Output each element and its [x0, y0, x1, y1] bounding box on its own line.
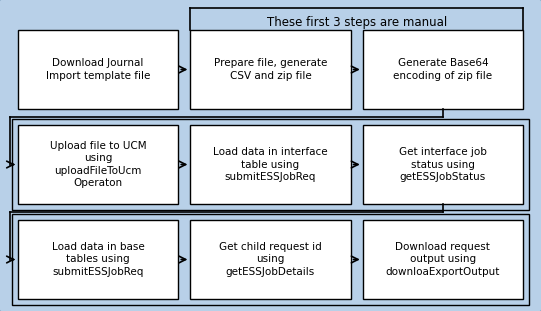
Bar [190, 220, 351, 299]
Text: Generate Base64
encoding of zip file: Generate Base64 encoding of zip file [393, 58, 492, 81]
Text: Download request
output using
downloaExportOutput: Download request output using downloaExp… [386, 242, 500, 277]
Bar [362, 125, 523, 204]
Text: Get interface job
status using
getESSJobStatus: Get interface job status using getESSJob… [399, 147, 487, 182]
Text: Load data in base
tables using
submitESSJobReq: Load data in base tables using submitESS… [52, 242, 144, 277]
Text: Get child request id
using
getESSJobDetails: Get child request id using getESSJobDeta… [219, 242, 322, 277]
Text: Load data in interface
table using
submitESSJobReq: Load data in interface table using submi… [213, 147, 328, 182]
Text: Upload file to UCM
using
uploadFileToUcm
Operaton: Upload file to UCM using uploadFileToUcm… [50, 141, 147, 188]
Text: These first 3 steps are manual: These first 3 steps are manual [267, 16, 447, 29]
Bar [190, 30, 351, 109]
Bar [18, 220, 179, 299]
Text: Download Journal
Import template file: Download Journal Import template file [46, 58, 150, 81]
Bar [362, 220, 523, 299]
Bar [18, 30, 179, 109]
Bar [18, 125, 179, 204]
Bar [12, 214, 529, 305]
Bar [12, 119, 529, 210]
Text: Prepare file, generate
CSV and zip file: Prepare file, generate CSV and zip file [214, 58, 327, 81]
Bar [362, 30, 523, 109]
Bar [190, 125, 351, 204]
